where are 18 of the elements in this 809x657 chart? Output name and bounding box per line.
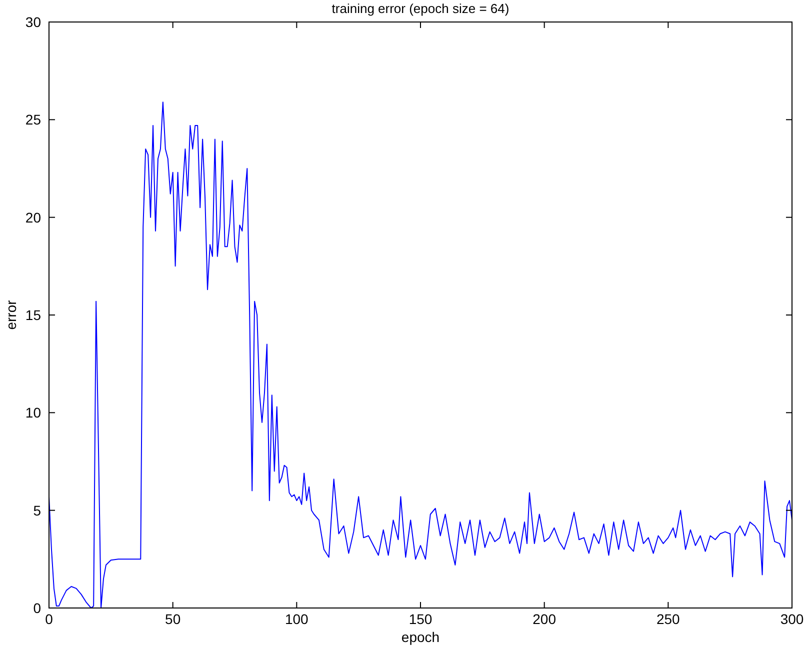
y-tick-label: 20 [25,209,42,226]
y-tick-label: 5 [33,502,42,518]
y-tick-label: 15 [25,307,42,323]
y-tick-label: 25 [25,112,42,128]
y-axis-title: error [3,300,19,330]
line-series [48,102,792,608]
x-tick-label: 200 [532,611,556,627]
x-tick-label: 150 [408,611,432,627]
y-tick-label: 30 [25,14,42,30]
x-tick-label: 50 [165,611,181,627]
y-tick-label: 0 [33,600,42,616]
x-axis-title: epoch [401,629,440,645]
x-tick-label: 0 [45,611,54,627]
y-tick-label: 10 [25,404,42,421]
x-tick-label: 300 [780,611,804,627]
x-tick-label: 250 [656,611,680,627]
x-tick-label: 100 [284,611,309,627]
chart-title: training error (epoch size = 64) [332,1,510,16]
